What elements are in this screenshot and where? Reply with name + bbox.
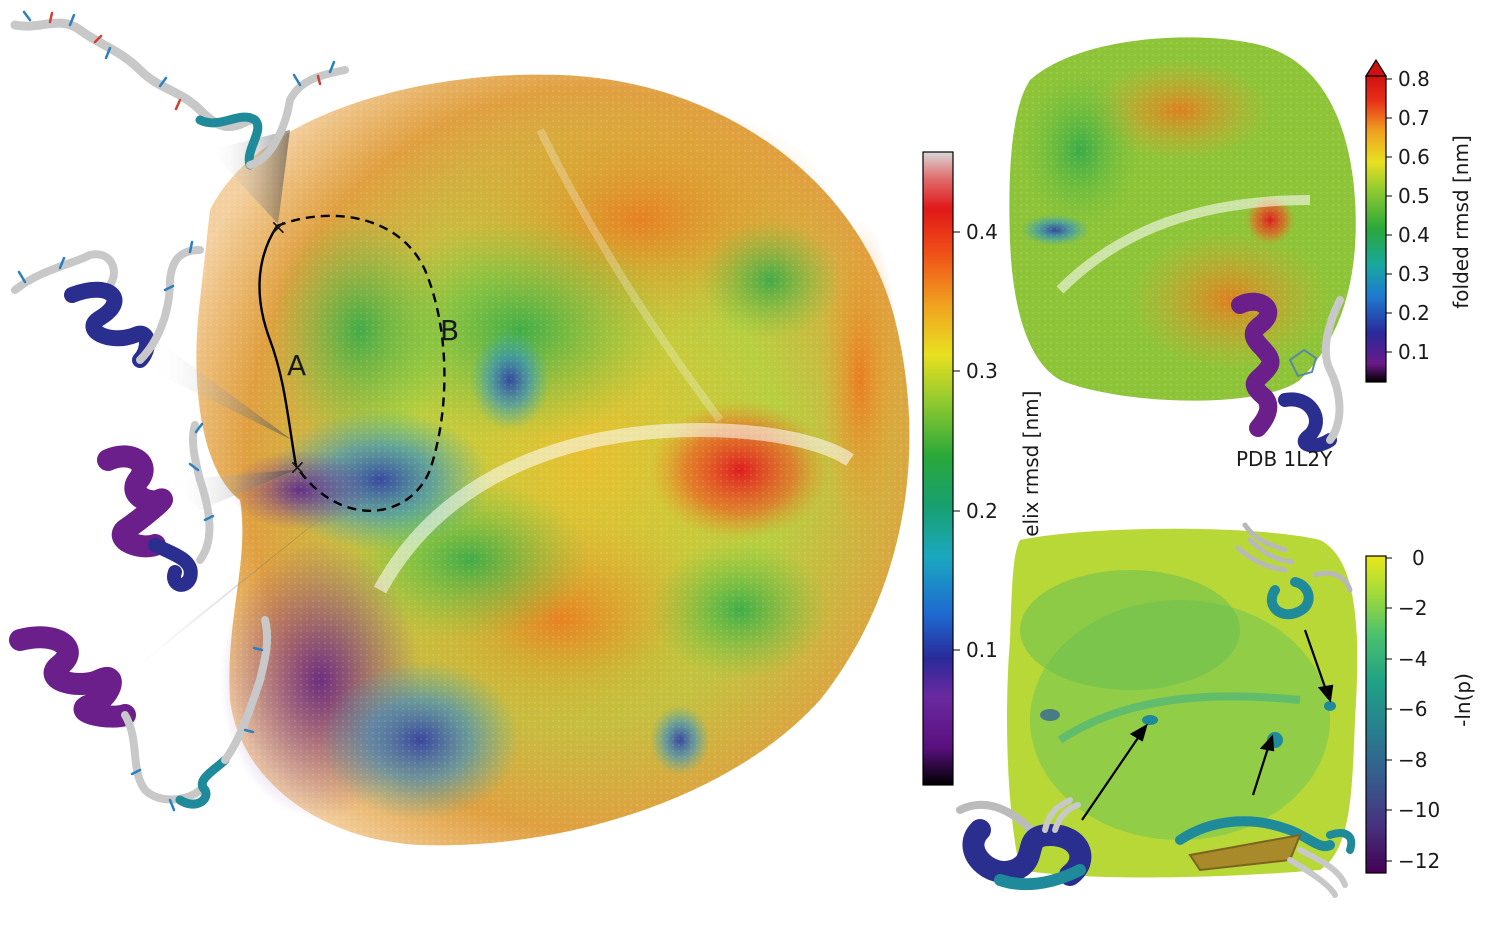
folded-tick-2: 0.6 <box>1398 145 1430 169</box>
cross-marker-bottom: × <box>289 455 306 479</box>
helix-tick-2: 0.2 <box>966 499 998 523</box>
structure-loop-bundle <box>1235 522 1353 620</box>
neg-ln-p-colorbar-bar <box>1365 555 1387 874</box>
free-energy-ridge <box>1057 692 1301 744</box>
structure-blue-helix <box>11 240 204 368</box>
free-energy-panel <box>956 522 1358 898</box>
structure-purple-helix <box>97 421 215 592</box>
pdb-caption: PDB 1L2Y <box>1236 447 1333 471</box>
path-b-label: B <box>440 314 459 347</box>
folded-scatter-speckle <box>1009 37 1356 401</box>
helix-tick-0: 0.4 <box>966 220 998 244</box>
free-energy-minimum-4 <box>1040 709 1060 721</box>
lnp-tick-1: −2 <box>1398 596 1427 620</box>
helix-rmsd-colorbar-bar <box>922 151 954 786</box>
pointer-cone-2 <box>150 335 292 440</box>
folded-tick-3: 0.5 <box>1398 184 1430 208</box>
lnp-tick-6: −12 <box>1398 849 1440 873</box>
neg-ln-p-colorbar: 0 −2 −4 −6 −8 −10 −12 -ln(p) <box>1365 546 1475 874</box>
free-energy-green-region-top <box>1020 570 1240 690</box>
lnp-tick-0: 0 <box>1412 546 1425 570</box>
folded-colorbar-extend-arrow <box>1364 58 1388 77</box>
structure-folded-1l2y <box>1231 292 1344 453</box>
structure-extended-coil <box>10 10 349 170</box>
cross-marker-top: × <box>270 215 287 239</box>
helix-tick-1: 0.3 <box>966 359 998 383</box>
folded-tick-1: 0.7 <box>1398 106 1430 130</box>
folded-rmsd-colorbar: 0.8 0.7 0.6 0.5 0.4 0.3 0.2 0.1 folded r… <box>1364 58 1473 383</box>
path-a-line <box>258 225 298 467</box>
folded-rmsd-axis-label: folded rmsd [nm] <box>1449 135 1473 308</box>
path-b-dashed-line <box>276 214 446 512</box>
structure-helix-bundle <box>956 797 1092 891</box>
helix-tick-3: 0.1 <box>966 638 998 662</box>
folded-tick-0: 0.8 <box>1398 67 1430 91</box>
helix-rmsd-colorbar: 0.4 0.3 0.2 0.1 helix rmsd [nm] <box>922 151 1043 786</box>
folded-rmsd-panel: PDB 1L2Y <box>1009 37 1356 471</box>
helix-rmsd-axis-label: helix rmsd [nm] <box>1019 391 1043 550</box>
lnp-tick-5: −10 <box>1398 798 1440 822</box>
free-energy-minimum-1 <box>1142 715 1158 725</box>
folded-rmsd-colorbar-bar <box>1365 75 1387 383</box>
structure-purple-helix-2 <box>9 616 272 812</box>
main-scatter-speckle <box>196 74 910 846</box>
lnp-tick-2: −4 <box>1398 647 1427 671</box>
main-scatter-panel: × × A B <box>9 10 910 846</box>
path-a-label: A <box>287 349 306 382</box>
folded-tick-5: 0.3 <box>1398 262 1430 286</box>
lnp-tick-4: −8 <box>1398 748 1427 772</box>
free-energy-minimum-3 <box>1324 701 1336 711</box>
structure-sheet-bundle <box>1175 816 1356 898</box>
pointer-cone-4 <box>110 515 325 690</box>
folded-tick-6: 0.2 <box>1398 301 1430 325</box>
folded-tick-4: 0.4 <box>1398 223 1430 247</box>
lnp-tick-3: −6 <box>1398 697 1427 721</box>
neg-ln-p-axis-label: -ln(p) <box>1451 673 1475 727</box>
folded-tick-7: 0.1 <box>1398 340 1430 364</box>
minimum-arrows <box>1081 629 1334 821</box>
